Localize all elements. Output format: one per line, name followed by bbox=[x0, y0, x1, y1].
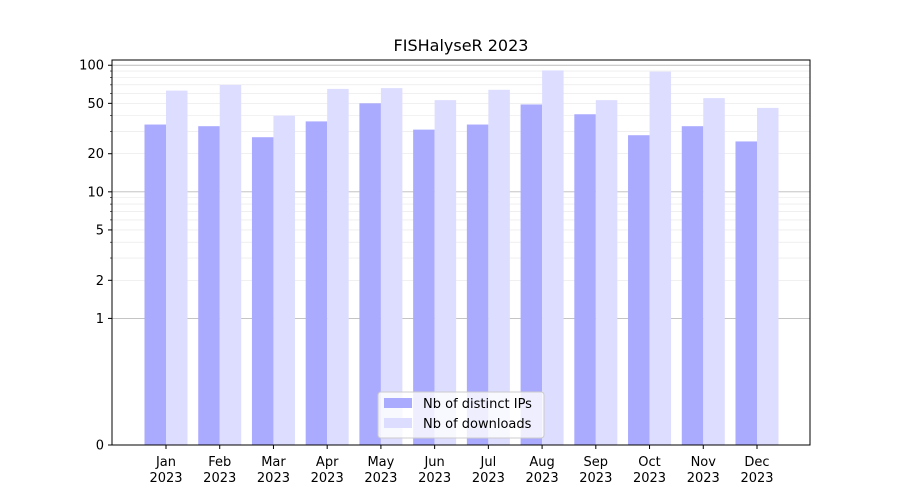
y-tick-label: 5 bbox=[96, 223, 104, 238]
bar-downloads bbox=[166, 90, 188, 445]
legend-swatch bbox=[384, 398, 412, 408]
legend-swatch bbox=[384, 418, 412, 428]
x-tick-label-year: 2023 bbox=[418, 471, 451, 486]
x-tick-label-year: 2023 bbox=[633, 471, 666, 486]
bar-distinct-ips bbox=[251, 137, 274, 446]
bar-downloads bbox=[542, 70, 564, 445]
legend-label: Nb of distinct IPs bbox=[423, 397, 532, 412]
x-tick-label-year: 2023 bbox=[149, 471, 182, 486]
x-tick-label-month: Feb bbox=[208, 455, 231, 470]
y-tick-label: 2 bbox=[96, 274, 104, 289]
x-tick-label-month: Sep bbox=[584, 455, 609, 470]
y-tick-label: 0 bbox=[96, 439, 104, 454]
x-tick-label-month: Jul bbox=[480, 455, 497, 470]
y-tick-label: 100 bbox=[79, 59, 104, 74]
x-tick-label-month: Apr bbox=[316, 455, 339, 470]
bar-downloads bbox=[219, 84, 242, 445]
y-axis: 0 1 2 5 10 20 50 100 bbox=[79, 59, 112, 454]
x-tick-label-year: 2023 bbox=[311, 471, 344, 486]
legend-box bbox=[377, 391, 545, 439]
x-tick-label-month: Nov bbox=[691, 455, 717, 470]
bar-distinct-ips bbox=[413, 129, 435, 445]
x-tick-label-year: 2023 bbox=[364, 471, 397, 486]
y-tick-label: 10 bbox=[87, 185, 104, 200]
bar-distinct-ips bbox=[466, 124, 489, 445]
x-tick-label-month: Mar bbox=[261, 455, 286, 470]
bars bbox=[144, 70, 779, 446]
bar-downloads bbox=[757, 107, 779, 446]
x-tick-label-month: Aug bbox=[529, 455, 554, 470]
bar-distinct-ips bbox=[305, 121, 328, 445]
x-tick-label-year: 2023 bbox=[526, 471, 559, 486]
bar-distinct-ips bbox=[144, 124, 166, 445]
bar-distinct-ips bbox=[520, 104, 543, 445]
bar-downloads bbox=[273, 115, 295, 445]
x-tick-label-year: 2023 bbox=[579, 471, 612, 486]
legend: Nb of distinct IPs Nb of downloads bbox=[377, 391, 545, 439]
x-tick-label-year: 2023 bbox=[203, 471, 236, 486]
legend-label: Nb of downloads bbox=[423, 417, 532, 432]
x-tick-label-month: Jun bbox=[423, 455, 444, 470]
bar-distinct-ips bbox=[359, 103, 381, 445]
y-tick-label: 1 bbox=[96, 312, 104, 327]
x-axis: Jan2023Feb2023Mar2023Apr2023May2023Jun20… bbox=[149, 445, 774, 486]
bar-downloads bbox=[649, 71, 672, 446]
bar-downloads bbox=[703, 98, 725, 445]
bar-distinct-ips bbox=[628, 135, 650, 445]
x-tick-label-year: 2023 bbox=[740, 471, 773, 486]
bar-downloads bbox=[595, 100, 618, 445]
x-tick-label-year: 2023 bbox=[257, 471, 290, 486]
x-tick-label-year: 2023 bbox=[472, 471, 505, 486]
bar-distinct-ips bbox=[574, 114, 596, 445]
y-tick-label: 50 bbox=[87, 97, 104, 112]
x-tick-label-month: May bbox=[367, 455, 394, 470]
plot-frame bbox=[111, 59, 811, 446]
x-tick-label-month: Jan bbox=[155, 455, 176, 470]
bar-downloads bbox=[434, 100, 457, 445]
x-tick-label-month: Dec bbox=[744, 455, 769, 470]
x-tick-label-year: 2023 bbox=[687, 471, 720, 486]
bar-distinct-ips bbox=[681, 126, 704, 446]
bar-downloads bbox=[380, 88, 403, 445]
bar-downloads bbox=[327, 88, 349, 445]
x-tick-label-month: Oct bbox=[638, 455, 660, 470]
chart-title: FISHalyseR 2023 bbox=[394, 36, 529, 55]
bar-distinct-ips bbox=[198, 126, 220, 446]
bar-distinct-ips bbox=[735, 141, 757, 445]
bar-downloads bbox=[488, 89, 510, 445]
y-tick-label: 20 bbox=[87, 147, 104, 162]
